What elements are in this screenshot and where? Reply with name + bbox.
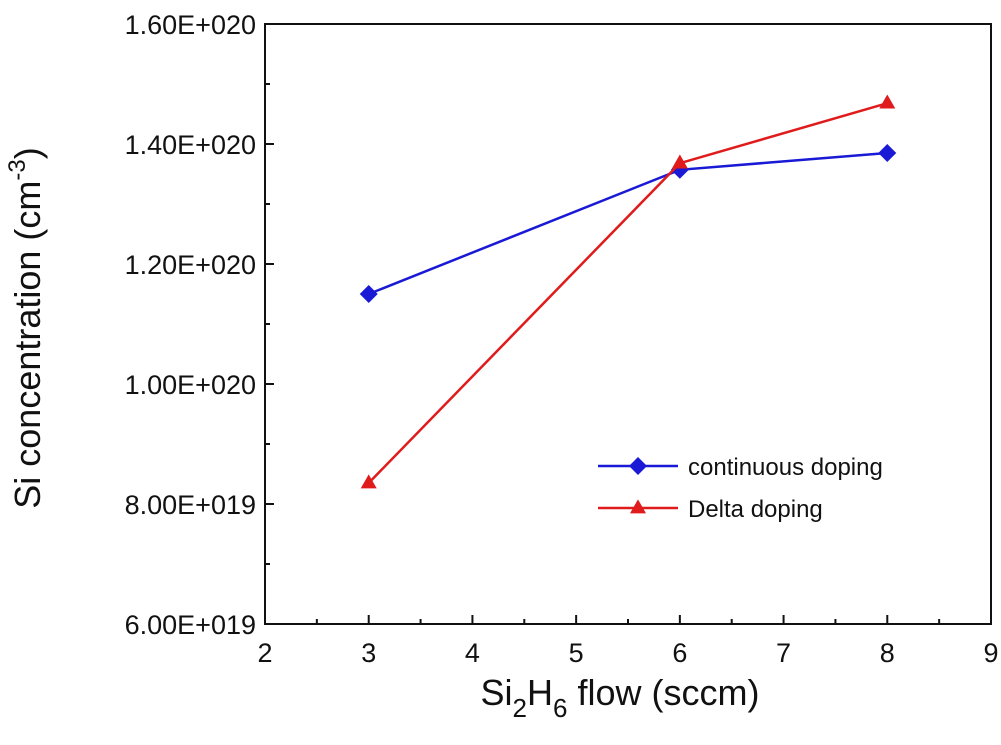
- y-title-main: Si concentration (cm: [7, 181, 48, 509]
- x-title-mid: H: [527, 672, 553, 713]
- x-title-tail: flow (sccm): [567, 672, 759, 713]
- y-tick-label: 1.60E+020: [125, 10, 256, 40]
- x-tick-label: 3: [361, 638, 376, 668]
- legend-marker-diamond: [629, 457, 647, 475]
- y-tick-label: 1.40E+020: [125, 130, 256, 160]
- x-title-sub1: 2: [513, 693, 527, 723]
- data-point-delta-doping: [671, 154, 688, 169]
- series-line-continuous-doping: [368, 151, 888, 296]
- y-tick-label: 6.00E+019: [125, 610, 256, 640]
- y-title-tail: ): [7, 147, 48, 159]
- data-point-continuous-doping: [359, 285, 378, 303]
- x-tick-label: 6: [672, 638, 687, 668]
- y-title-sup: -3: [4, 159, 31, 180]
- legend-label-continuous-doping: continuous doping: [688, 454, 883, 481]
- x-tick-label: 8: [880, 638, 895, 668]
- x-tick-label: 2: [257, 638, 272, 668]
- legend-marker-triangle: [630, 499, 646, 514]
- x-tick-label: 4: [465, 638, 480, 668]
- y-axis-title: Si concentration (cm-3): [4, 147, 48, 508]
- y-tick-label: 1.00E+020: [125, 370, 256, 400]
- data-point-delta-doping: [879, 94, 896, 109]
- x-axis-ticks: 2 3 4 5 6 7 8 9: [257, 615, 999, 668]
- legend: continuous doping Delta doping: [598, 454, 883, 523]
- x-title-main: Si: [481, 672, 513, 713]
- x-tick-label: 7: [776, 638, 791, 668]
- data-point-continuous-doping: [878, 144, 897, 162]
- y-tick-label: 8.00E+019: [125, 490, 256, 520]
- data-point-delta-doping: [360, 474, 377, 489]
- legend-label-delta-doping: Delta doping: [688, 496, 823, 523]
- x-axis-title: Si2H6 flow (sccm): [481, 672, 760, 723]
- plot-area-frame: [264, 23, 992, 625]
- series-layer: [359, 94, 897, 489]
- x-tick-label: 9: [983, 638, 998, 668]
- y-tick-label: 1.20E+020: [125, 250, 256, 280]
- x-title-sub2: 6: [553, 693, 567, 723]
- x-tick-label: 5: [569, 638, 584, 668]
- y-axis-ticks: 6.00E+019 8.00E+019 1.00E+020 1.20E+020 1.40…: [125, 10, 274, 640]
